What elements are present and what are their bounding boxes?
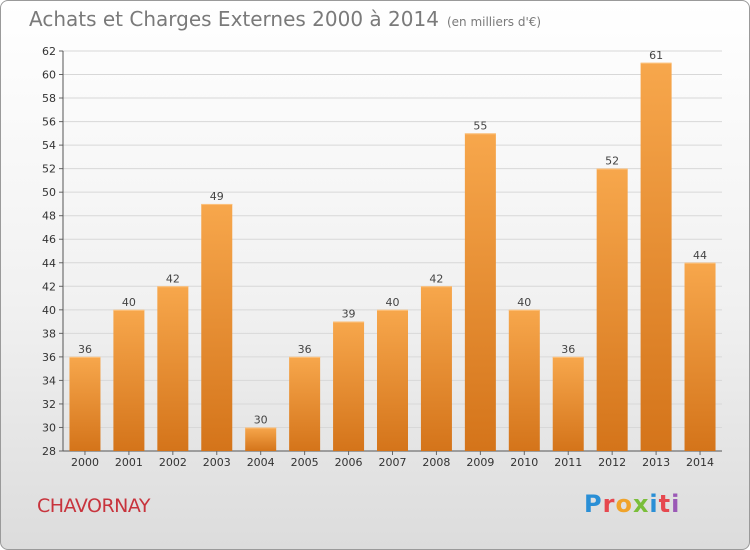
data-label: 52: [605, 155, 619, 168]
bar: [201, 203, 233, 451]
logo-letter: P: [584, 490, 603, 518]
y-tick-label: 58: [42, 92, 56, 105]
bar: [113, 309, 145, 451]
x-tick-label: 2004: [247, 456, 275, 469]
x-tick-label: 2014: [686, 456, 714, 469]
data-label: 36: [298, 343, 312, 356]
data-label: 39: [342, 308, 356, 321]
bar: [377, 309, 408, 451]
bar: [640, 62, 672, 451]
data-label: 40: [386, 296, 400, 309]
y-tick-label: 34: [42, 374, 56, 387]
y-tick-label: 46: [42, 233, 56, 246]
x-tick-label: 2007: [379, 456, 407, 469]
data-label: 40: [122, 296, 136, 309]
data-label: 36: [561, 343, 575, 356]
bar: [245, 427, 277, 451]
x-tick-label: 2003: [203, 456, 231, 469]
proxiti-logo[interactable]: Proxiti: [584, 490, 680, 518]
x-tick-label: 2008: [422, 456, 450, 469]
y-tick-label: 44: [42, 257, 56, 270]
logo-letter: r: [602, 490, 616, 518]
x-tick-label: 2006: [335, 456, 363, 469]
logo-letter: i: [649, 490, 659, 518]
bar: [157, 286, 189, 451]
bar: [289, 356, 321, 451]
logo-letter: t: [658, 490, 672, 518]
logo-letter: i: [671, 490, 681, 518]
x-tick-label: 2000: [71, 456, 99, 469]
x-tick-label: 2010: [510, 456, 538, 469]
x-tick-label: 2011: [554, 456, 582, 469]
x-tick-label: 2013: [642, 456, 670, 469]
x-tick-label: 2012: [598, 456, 626, 469]
chart-title: Achats et Charges Externes 2000 à 2014 (e…: [29, 7, 541, 31]
labels: 36 40 42 49 30 36 39 40 42 55 40 36 52 61 44: [78, 49, 707, 427]
bar: [508, 309, 540, 451]
y-tick-label: 62: [42, 45, 56, 58]
bars: [69, 62, 716, 451]
chart-title-text: Achats et Charges Externes 2000 à 2014: [29, 7, 439, 31]
y-tick-label: 48: [42, 210, 56, 223]
y-tick-label: 54: [42, 139, 56, 152]
bar: [420, 286, 452, 451]
data-label: 36: [78, 343, 92, 356]
x-tick-label: 2002: [159, 456, 187, 469]
data-label: 49: [210, 190, 224, 203]
bar: [552, 356, 584, 451]
data-label: 61: [649, 49, 663, 62]
logo-letter: x: [632, 490, 650, 518]
y-tick-label: 36: [42, 351, 56, 364]
y-tick-label: 50: [42, 186, 56, 199]
data-label: 55: [473, 119, 487, 132]
y-tick-label: 32: [42, 398, 56, 411]
bar: [464, 133, 496, 451]
x-tick-label: 2009: [466, 456, 494, 469]
logo-letter: o: [615, 490, 633, 518]
y-tick-label: 30: [42, 421, 56, 434]
data-label: 40: [517, 296, 531, 309]
data-label: 30: [254, 413, 268, 426]
bar: [69, 356, 101, 451]
y-tick-label: 52: [42, 163, 56, 176]
y-tick-label: 42: [42, 280, 56, 293]
bar: [333, 321, 365, 451]
bar: [596, 168, 628, 451]
x-tick-label: 2001: [115, 456, 143, 469]
y-tick-label: 60: [42, 69, 56, 82]
data-label: 42: [166, 272, 180, 285]
x-tick-label: 2005: [291, 456, 319, 469]
y-tick-label: 40: [42, 304, 56, 317]
bar: [684, 262, 716, 451]
commune-name: CHAVORNAY: [37, 495, 151, 517]
y-tick-label: 38: [42, 327, 56, 340]
y-tick-label: 56: [42, 116, 56, 129]
chart-subtitle: (en milliers d'€): [446, 15, 542, 29]
data-label: 44: [693, 249, 707, 262]
y-tick-label: 28: [42, 445, 56, 458]
data-label: 42: [429, 272, 443, 285]
